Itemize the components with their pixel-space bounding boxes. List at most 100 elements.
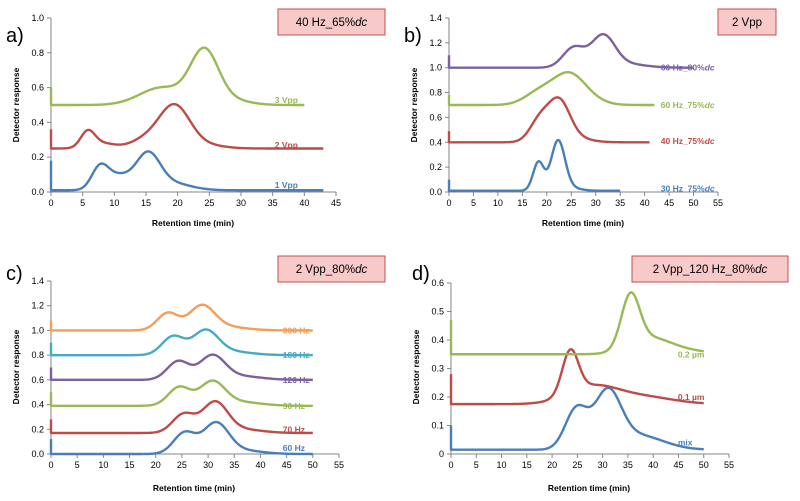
x-tick-label: 5 [471, 198, 476, 208]
series-label-1: 0.1 µm [678, 392, 705, 402]
series-label-text: 60 Hz_80% [661, 63, 705, 73]
series-label-text: 1 Vpp [275, 180, 298, 190]
series-label-italic: dc [705, 183, 715, 193]
chart-panel-2: c) 2 Vpp_80%dc 0.0 0.2 0.4 0.6 0.8 1.0 1.2 1.4 0 5 1… [6, 255, 386, 493]
panel-title-box [631, 255, 789, 283]
series-line-3 [49, 353, 314, 382]
series-label-3: 120 Hz [283, 375, 310, 385]
series-label-5: 300 Hz [283, 325, 310, 335]
y-tick-label: 0.8 [31, 48, 44, 58]
y-tick-label: 0.8 [31, 350, 44, 360]
series-label-text: 180 Hz [283, 350, 310, 360]
series-label-0: 60 Hz [283, 443, 305, 453]
series-label-text: 0.1 µm [678, 392, 705, 402]
series-label-0: 30 Hz_75%dc [661, 183, 715, 193]
series-label-1: 2 Vpp [275, 140, 298, 150]
x-tick-label: 10 [109, 198, 119, 208]
x-tick-label: 35 [229, 460, 239, 470]
panel-title-part: 40 Hz_65% [296, 17, 355, 29]
x-tick-label: 25 [566, 198, 576, 208]
y-tick-label: 0.2 [429, 162, 442, 172]
x-tick-label: 0 [48, 460, 53, 470]
y-tick-label: 0.5 [431, 307, 444, 317]
y-axis-label: Detector response [411, 329, 421, 404]
y-tick-label: 1.4 [429, 13, 442, 23]
y-tick-label: 0.0 [31, 187, 44, 197]
panel-title: 2 Vpp_120 Hz_80%dc [653, 264, 768, 276]
panel-title-part: dc [755, 264, 767, 276]
y-tick-label: 0.8 [429, 88, 442, 98]
x-axis-label: Retention time (min) [152, 218, 234, 228]
x-tick-label: 25 [177, 460, 187, 470]
panel-title: 2 Vpp [732, 17, 762, 29]
series-label-text: 60 Hz [283, 443, 305, 453]
y-axis-label: Detector response [11, 329, 21, 404]
x-tick-label: 55 [713, 198, 723, 208]
series-line-4 [49, 328, 314, 357]
series-label-text: 30 Hz_75% [661, 183, 705, 193]
series-label-italic: dc [705, 136, 715, 146]
series-line-2 [447, 71, 655, 107]
panel-title: 2 Vpp_80%dc [296, 264, 368, 276]
y-tick-label: 0.6 [31, 83, 44, 93]
series-label-2: 3 Vpp [275, 95, 298, 105]
series-label-text: 60 Hz_75% [661, 100, 705, 110]
x-tick-label: 40 [648, 460, 658, 470]
chart-panel-3: d) 2 Vpp_120 Hz_80%dc 0 0.1 0.2 0.3 0.4 0.5 0.6 0… [411, 255, 789, 493]
x-tick-label: 35 [615, 198, 625, 208]
series-line-1 [447, 96, 650, 144]
y-tick-label: 0.2 [31, 424, 44, 434]
series-label-text: 90 Hz [283, 401, 305, 411]
x-tick-label: 35 [623, 460, 633, 470]
x-axis-label: Retention time (min) [542, 218, 624, 228]
x-tick-label: 10 [497, 460, 507, 470]
series-label-text: 2 Vpp [275, 140, 298, 150]
x-tick-label: 30 [203, 460, 213, 470]
y-tick-label: 0.0 [429, 187, 442, 197]
x-tick-label: 5 [80, 198, 85, 208]
panel-title-part: 2 Vpp_80% [296, 264, 355, 276]
x-tick-label: 40 [299, 198, 309, 208]
x-tick-label: 45 [664, 198, 674, 208]
chart-panel-0: a) 40 Hz_65%dc 0.0 0.2 0.4 0.6 0.8 1.0 0 5 10 15 20 2… [6, 8, 386, 228]
x-tick-label: 0 [448, 460, 453, 470]
y-tick-label: 0.3 [431, 364, 444, 374]
series-line-5 [49, 303, 314, 332]
series-label-1: 70 Hz [283, 424, 305, 434]
x-tick-label: 15 [517, 198, 527, 208]
x-tick-label: 40 [255, 460, 265, 470]
series-line-0 [49, 150, 324, 192]
y-tick-label: 1.2 [429, 38, 442, 48]
series-line-2 [49, 46, 305, 107]
x-tick-label: 5 [75, 460, 80, 470]
x-tick-label: 50 [308, 460, 318, 470]
series-label-text: 40 Hz_75% [661, 136, 705, 146]
x-tick-label: 45 [331, 198, 341, 208]
x-tick-label: 20 [547, 460, 557, 470]
series-line-2 [449, 291, 704, 356]
x-tick-label: 0 [48, 198, 53, 208]
x-axis-label: Retention time (min) [153, 483, 235, 493]
series-line-1 [49, 102, 324, 150]
x-tick-label: 15 [522, 460, 532, 470]
series-label-4: 180 Hz [283, 350, 310, 360]
x-tick-label: 0 [446, 198, 451, 208]
series-label-2: 0.2 µm [678, 349, 705, 359]
x-tick-label: 30 [598, 460, 608, 470]
y-tick-label: 0.6 [431, 278, 444, 288]
x-tick-label: 15 [141, 198, 151, 208]
x-tick-label: 55 [334, 460, 344, 470]
y-tick-label: 0 [439, 449, 444, 459]
series-line-0 [449, 386, 704, 451]
series-line-0 [447, 138, 621, 192]
series-line-1 [49, 399, 314, 435]
x-tick-label: 20 [542, 198, 552, 208]
series-label-text: 70 Hz [283, 424, 305, 434]
series-label-italic: dc [705, 63, 715, 73]
y-tick-label: 0.4 [31, 117, 44, 127]
series-label-2: 60 Hz_75%dc [661, 100, 715, 110]
y-axis-label: Detector response [11, 67, 21, 142]
y-tick-label: 0.0 [31, 449, 44, 459]
y-tick-label: 1.4 [31, 276, 44, 286]
x-tick-label: 30 [591, 198, 601, 208]
